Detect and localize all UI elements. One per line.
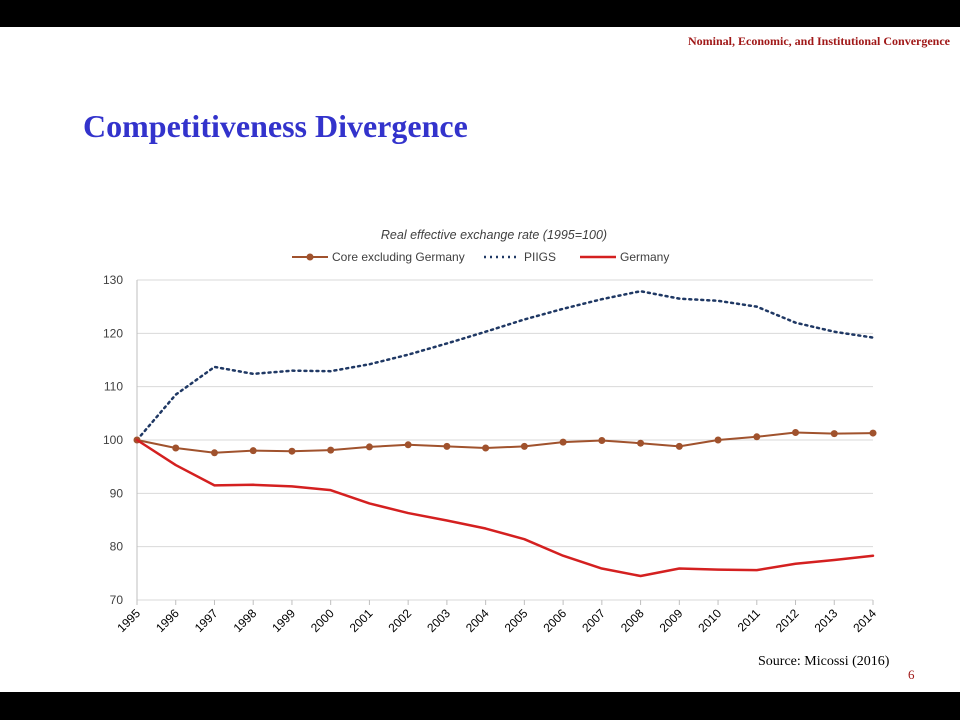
y-tick-label: 100 (103, 433, 123, 447)
page-number: 6 (908, 667, 915, 682)
data-point-core (288, 447, 296, 455)
legend-label: Core excluding Germany (332, 250, 465, 264)
data-point-core (598, 437, 606, 445)
series-line-piigs (135, 289, 875, 442)
chart-title: Real effective exchange rate (1995=100) (381, 228, 607, 242)
x-tick-label: 1998 (231, 606, 260, 635)
data-point-core (443, 442, 451, 450)
data-point-core (482, 444, 490, 452)
chart-series (133, 289, 877, 578)
x-tick-label: 1996 (153, 606, 182, 635)
y-tick-label: 130 (103, 273, 123, 287)
x-tick-label: 2002 (385, 606, 414, 635)
line-chart: Real effective exchange rate (1995=100) … (103, 228, 879, 635)
data-point-core (210, 449, 218, 457)
data-point-core (830, 430, 838, 438)
x-tick-label: 2014 (850, 606, 879, 635)
series-line-core-excluding-germany (136, 431, 874, 454)
x-tick-label: 2008 (618, 606, 647, 635)
legend-marker (306, 253, 314, 261)
x-tick-label: 1995 (114, 606, 143, 635)
data-point-core (327, 446, 335, 454)
data-point-core (637, 439, 645, 447)
x-tick-label: 2009 (657, 606, 686, 635)
legend-label: PIIGS (524, 250, 556, 264)
x-tick-label: 2007 (579, 606, 608, 635)
x-tick-label: 2000 (308, 606, 337, 635)
chart-grid (137, 279, 873, 601)
chart-axes: 70 80 90 100 110 120 130 1995 1996 1997 1998 1999 20… (103, 273, 879, 635)
data-point-core (520, 442, 528, 450)
legend-item: Core excluding Germany (292, 250, 465, 264)
data-point-core (714, 436, 722, 444)
slide: Nominal, Economic, and Institutional Con… (0, 27, 960, 692)
data-point-core (792, 429, 800, 437)
data-point-core (172, 444, 180, 452)
data-point-core (675, 442, 683, 450)
series-line-germany (135, 438, 875, 578)
data-point-core (404, 441, 412, 449)
y-tick-label: 90 (110, 486, 124, 500)
x-tick-label: 2004 (463, 606, 492, 635)
chart-container: Real effective exchange rate (1995=100) … (0, 27, 960, 692)
x-tick-label: 2001 (347, 606, 376, 635)
x-tick-label: 2010 (695, 606, 724, 635)
x-tick-label: 2011 (735, 606, 763, 634)
chart-legend: Core excluding Germany PIIGS Germany (292, 250, 669, 264)
data-point-core (365, 443, 373, 451)
legend-label: Germany (620, 250, 669, 264)
x-tick-label: 2013 (812, 606, 841, 635)
slide-title: Competitiveness Divergence (83, 108, 468, 144)
x-tick-label: 1999 (269, 606, 298, 635)
x-tick-label: 2012 (773, 606, 802, 635)
y-tick-label: 70 (110, 593, 124, 607)
x-tick-label: 2003 (424, 606, 453, 635)
x-tick-label: 2005 (502, 606, 531, 635)
x-tick-label: 2006 (540, 606, 569, 635)
data-point-core (869, 429, 877, 437)
y-tick-label: 80 (110, 540, 124, 554)
data-point-core (753, 433, 761, 441)
y-tick-label: 110 (104, 380, 123, 394)
x-tick-label: 1997 (192, 606, 221, 635)
legend-item: Germany (580, 250, 669, 264)
source-citation: Source: Micossi (2016) (758, 654, 890, 669)
data-point-core (249, 447, 257, 455)
slide-header: Nominal, Economic, and Institutional Con… (687, 34, 950, 48)
data-point-core (559, 438, 567, 446)
legend-item: PIIGS (484, 250, 556, 264)
y-tick-label: 120 (103, 326, 123, 340)
